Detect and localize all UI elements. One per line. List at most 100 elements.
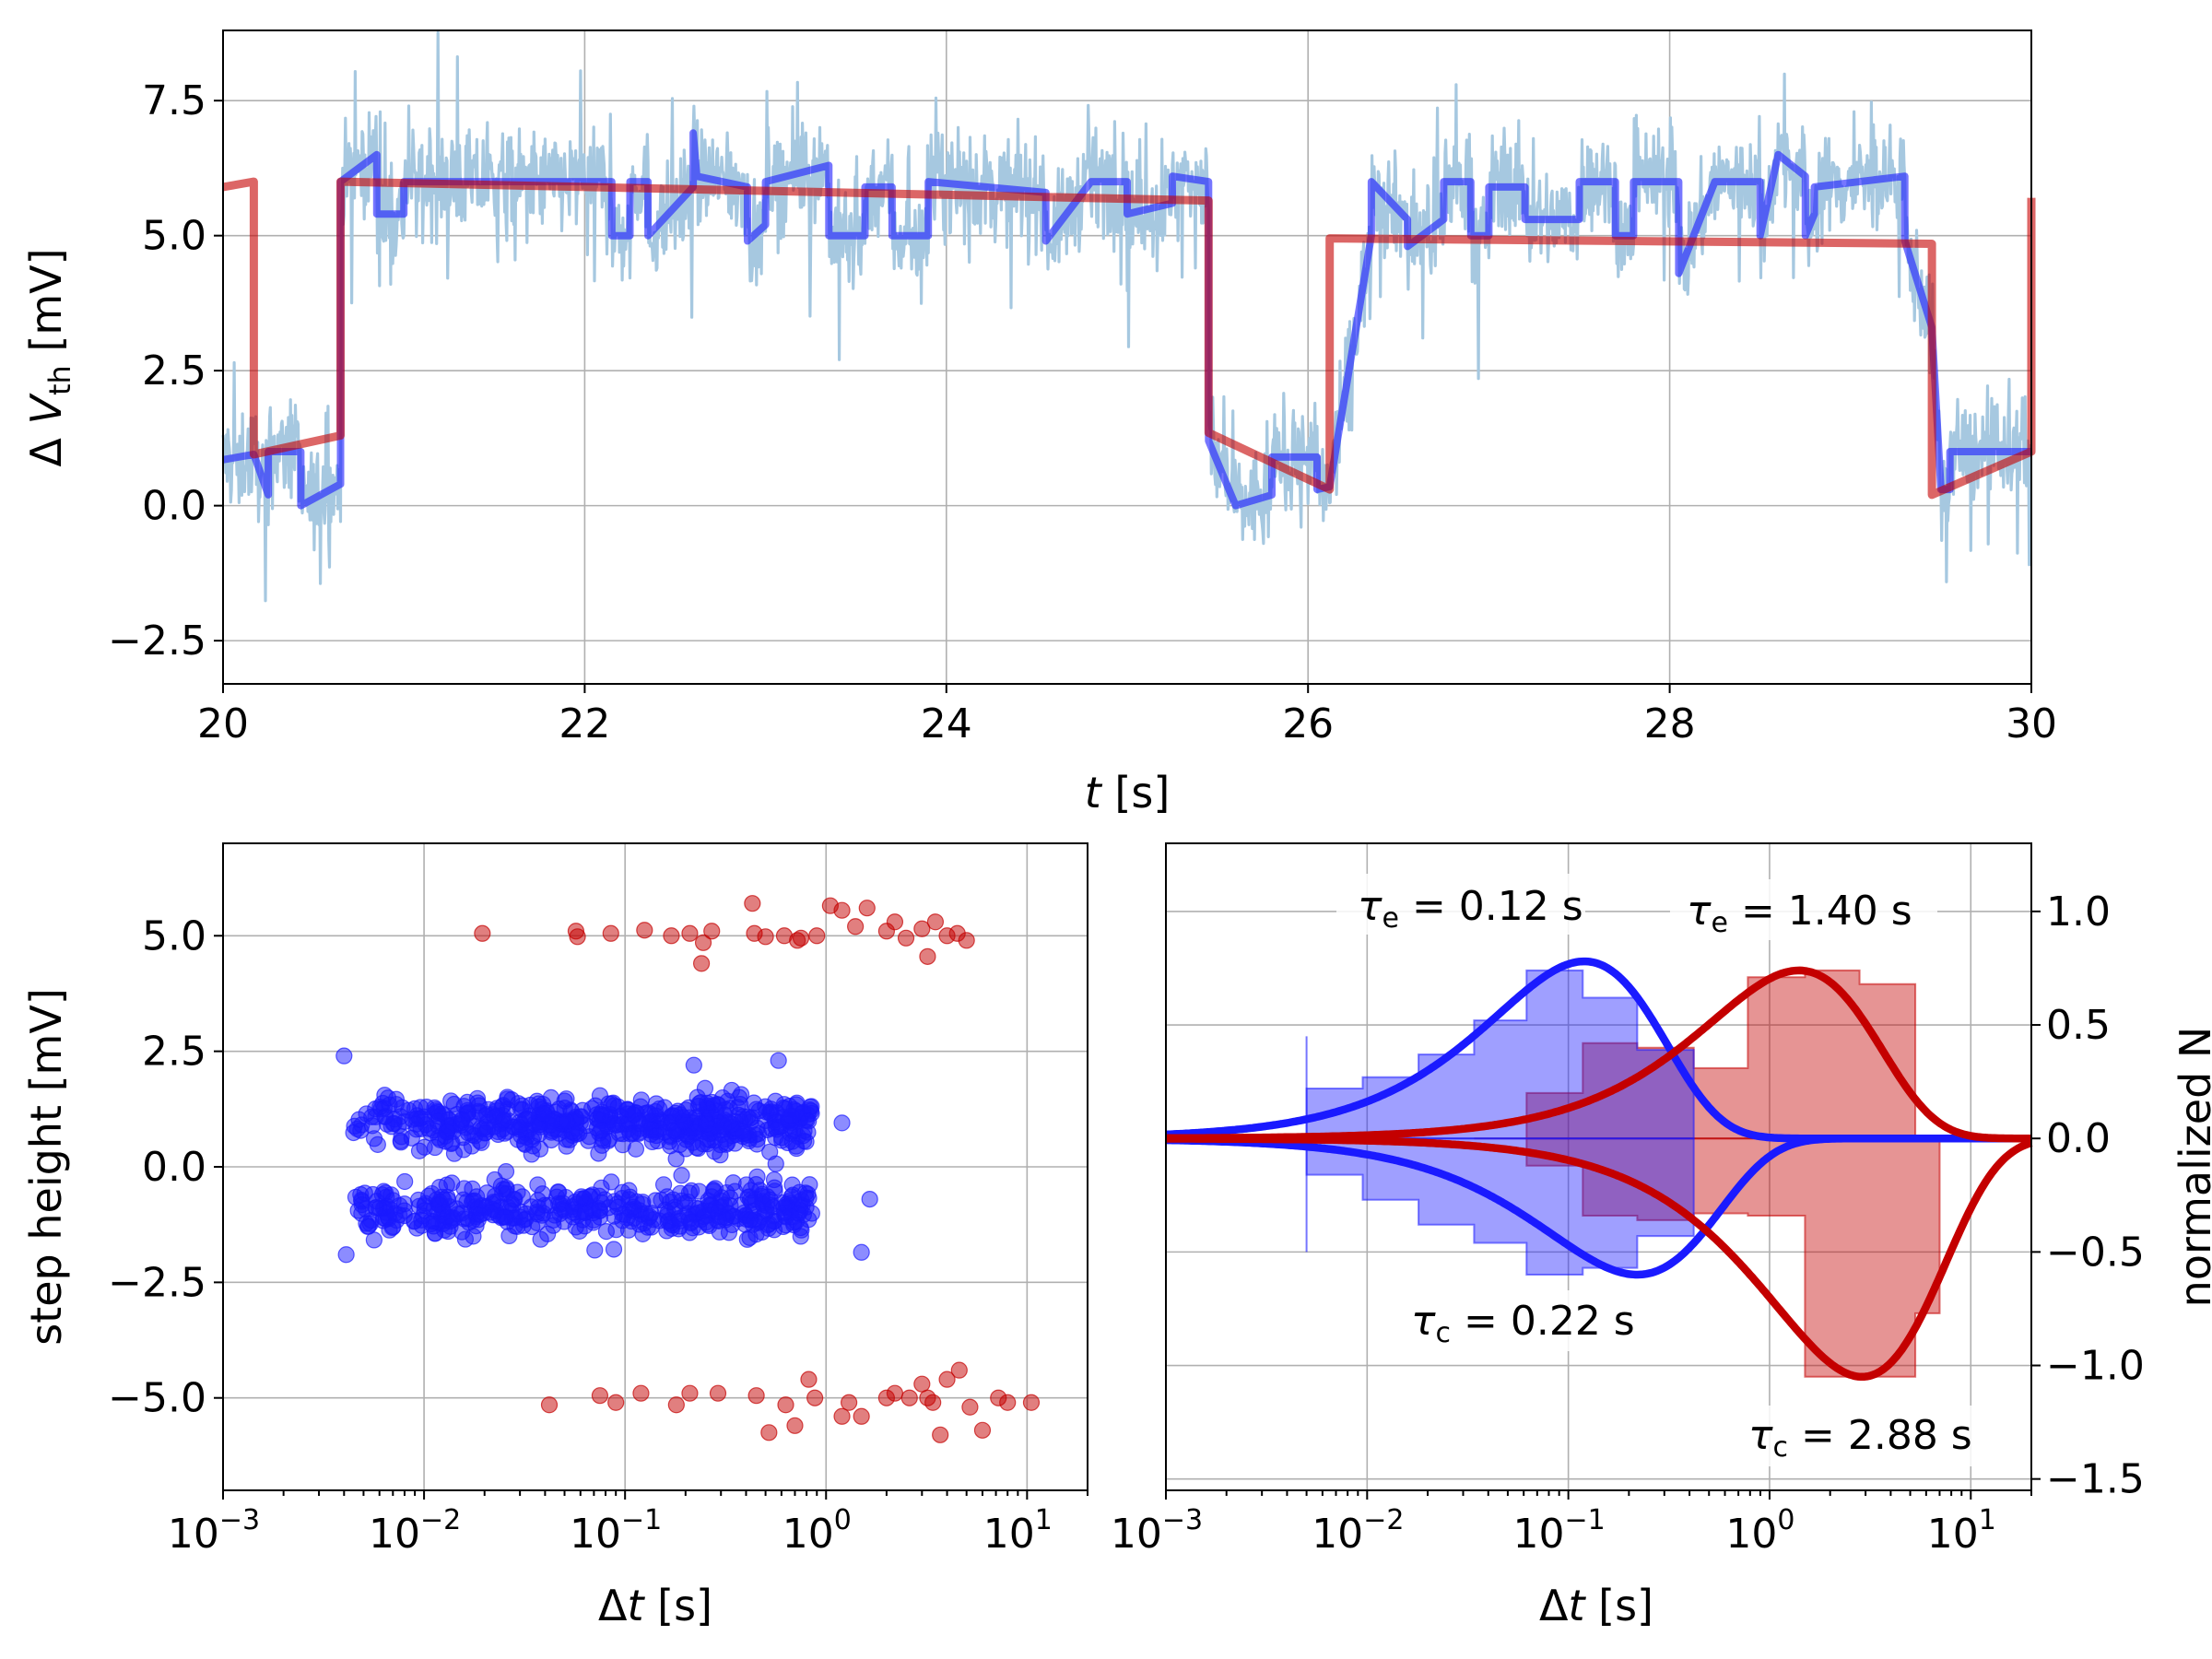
slow-trap-point xyxy=(886,913,904,931)
step-height-xlabel: Δt [s] xyxy=(598,1581,712,1630)
y-tick-label: 5.0 xyxy=(142,912,206,959)
y-tick-label: −0.5 xyxy=(2046,1229,2145,1276)
x-tick-label: 10−3 xyxy=(168,1504,260,1558)
fast-trap-point xyxy=(614,1115,631,1133)
fast-trap-point xyxy=(593,1107,610,1124)
fast-trap-point xyxy=(576,1204,594,1222)
fast-trap-point xyxy=(413,1211,430,1229)
slow-trap-point xyxy=(663,927,680,945)
annotation-tau-c-slow: τc = 2.88 s xyxy=(1733,1406,1991,1466)
fast-trap-point xyxy=(745,1094,763,1112)
fast-trap-point xyxy=(724,1116,741,1134)
fast-trap-point xyxy=(621,1188,639,1206)
fast-trap-point xyxy=(768,1121,785,1138)
slow-emission-histogram xyxy=(1474,969,1917,1140)
slow-trap-point xyxy=(961,1398,979,1416)
step-height-ylabel: step height [mV] xyxy=(21,988,71,1346)
fast-trap-point xyxy=(717,1135,735,1153)
fast-trap-point xyxy=(698,1115,715,1133)
fast-trap-point xyxy=(337,1246,355,1264)
x-tick-label: 10−3 xyxy=(1111,1504,1203,1558)
slow-trap-point xyxy=(1022,1394,1041,1411)
fast-trap-point xyxy=(486,1108,503,1125)
fast-trap-point xyxy=(481,1204,499,1221)
fast-trap-point xyxy=(627,1140,645,1158)
slow-trap-point xyxy=(926,913,945,931)
fast-trap-point xyxy=(506,1190,524,1208)
x-tick-label: 26 xyxy=(1282,700,1334,747)
fast-trap-point xyxy=(766,1179,783,1196)
fast-trap-point xyxy=(455,1180,473,1197)
fast-trap-point xyxy=(677,1101,695,1119)
y-tick-label: −2.5 xyxy=(108,1259,206,1306)
slow-trap-point xyxy=(858,900,876,917)
time-constant-histogram-panel: 10−3 10−2 10−1 100 101−1.5−1.0−0.50.00.51.0 … xyxy=(1111,842,2212,1630)
slow-trap-point xyxy=(900,1389,918,1406)
fast-trap-point xyxy=(558,1131,575,1148)
y-tick-label: 2.5 xyxy=(142,347,206,394)
x-tick-label: 101 xyxy=(983,1504,1053,1558)
fast-trap-point xyxy=(379,1089,397,1107)
fast-trap-point xyxy=(445,1095,463,1113)
x-tick-label: 10−1 xyxy=(1513,1504,1606,1558)
fast-trap-point xyxy=(801,1176,818,1194)
slow-trap-point xyxy=(808,927,826,945)
fast-trap-point xyxy=(717,1100,735,1118)
slow-trap-point xyxy=(786,1417,804,1434)
fast-trap-point xyxy=(696,1079,714,1097)
raw-signal-trace xyxy=(221,30,2033,603)
annotation-tau-e-slow: τe = 1.40 s xyxy=(1670,879,1937,940)
slow-trap-point xyxy=(747,1387,765,1405)
slow-trap-point xyxy=(938,1371,956,1388)
slow-trap-point xyxy=(800,1371,818,1388)
fast-trap-point xyxy=(439,1188,456,1206)
fast-trap-point xyxy=(759,1217,777,1234)
slow-trap-point xyxy=(474,924,491,942)
fast-trap-point xyxy=(618,1208,636,1227)
fast-trap-point xyxy=(603,1095,620,1112)
fast-trap-point xyxy=(770,1052,787,1069)
histogram-frame xyxy=(1165,842,2032,1491)
fast-trap-point xyxy=(516,1135,534,1153)
fast-trap-point xyxy=(521,1107,538,1124)
fast-trap-point xyxy=(556,1100,573,1117)
fast-trap-point xyxy=(767,1155,784,1172)
slow-trap-point xyxy=(932,1426,949,1443)
fast-trap-point xyxy=(586,1241,604,1259)
x-tick-label: 10−1 xyxy=(570,1504,662,1558)
fast-trap-point xyxy=(594,1136,611,1154)
slow-trap-path xyxy=(222,177,2036,500)
fast-trap-point xyxy=(673,1167,690,1184)
fast-trap-point xyxy=(699,1130,716,1148)
step-height-ticks: 10−3 10−2 10−1 100 101 −5.0 −2.5 0.0 2.5 5.0 xyxy=(108,912,1088,1558)
slow-trap-point xyxy=(632,1384,650,1402)
slow-trap-point xyxy=(919,1389,936,1406)
y-tick-label: −1.0 xyxy=(2046,1343,2145,1390)
slow-trap-point xyxy=(792,929,810,947)
fast-trap-point xyxy=(853,1243,870,1261)
fast-trap-point xyxy=(595,1191,614,1208)
fast-trap-point xyxy=(603,1173,620,1191)
y-tick-label: 1.0 xyxy=(2046,888,2111,935)
fast-trap-point xyxy=(861,1190,878,1208)
fast-trap-point xyxy=(365,1130,383,1147)
fast-trap-point xyxy=(429,1112,446,1130)
slow-trap-point xyxy=(950,1361,968,1379)
slow-trap-point xyxy=(919,947,936,965)
y-tick-label: −1.5 xyxy=(2046,1456,2145,1503)
slow-trap-point xyxy=(958,932,975,949)
slow-trap-point xyxy=(602,924,619,942)
slow-trap-point xyxy=(833,1407,851,1425)
slow-trap-point xyxy=(744,895,761,912)
time-trace-xlabel: t [s] xyxy=(1085,768,1171,818)
fast-trap-point xyxy=(739,1108,757,1126)
x-tick-label: 28 xyxy=(1644,700,1696,747)
y-tick-label: 0.0 xyxy=(2046,1115,2111,1162)
fast-trap-point xyxy=(786,1121,804,1138)
x-tick-label: 22 xyxy=(559,700,610,747)
fast-trap-point xyxy=(735,1128,752,1146)
slow-trap-point xyxy=(760,1424,778,1441)
fast-trap-point xyxy=(591,1087,609,1104)
fast-trap-point xyxy=(642,1218,660,1236)
